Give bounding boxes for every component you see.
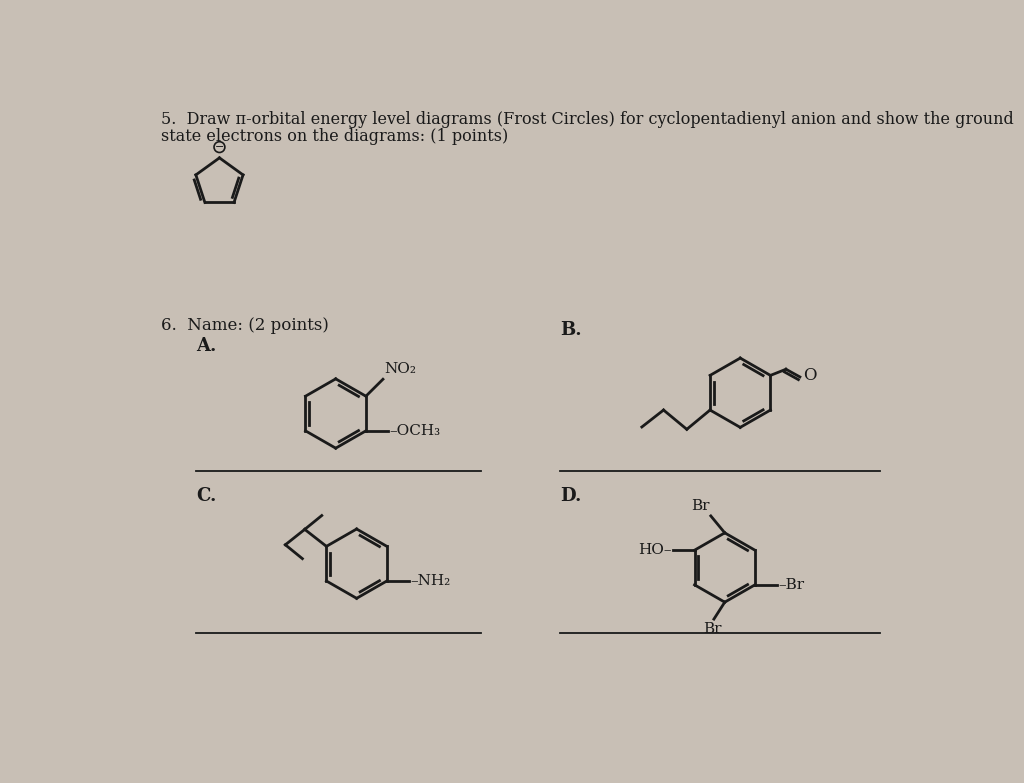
Text: B.: B. (560, 321, 582, 339)
Text: HO–: HO– (638, 543, 672, 557)
Text: A.: A. (197, 337, 216, 355)
Text: 6.  Name: (2 points): 6. Name: (2 points) (161, 317, 329, 334)
Text: O: O (803, 367, 816, 384)
Text: D.: D. (560, 487, 582, 505)
Text: –NH₂: –NH₂ (410, 574, 451, 588)
Text: Br: Br (703, 622, 722, 636)
Text: 5.  Draw π-orbital energy level diagrams (Frost Circles) for cyclopentadienyl an: 5. Draw π-orbital energy level diagrams … (161, 111, 1014, 128)
Text: Br: Br (691, 499, 710, 513)
Text: −: − (215, 142, 224, 152)
Text: state electrons on the diagrams: (1 points): state electrons on the diagrams: (1 poin… (161, 128, 508, 145)
Text: –OCH₃: –OCH₃ (389, 424, 440, 438)
Text: C.: C. (197, 487, 216, 505)
Text: NO₂: NO₂ (384, 363, 417, 376)
Text: –Br: –Br (778, 578, 804, 592)
